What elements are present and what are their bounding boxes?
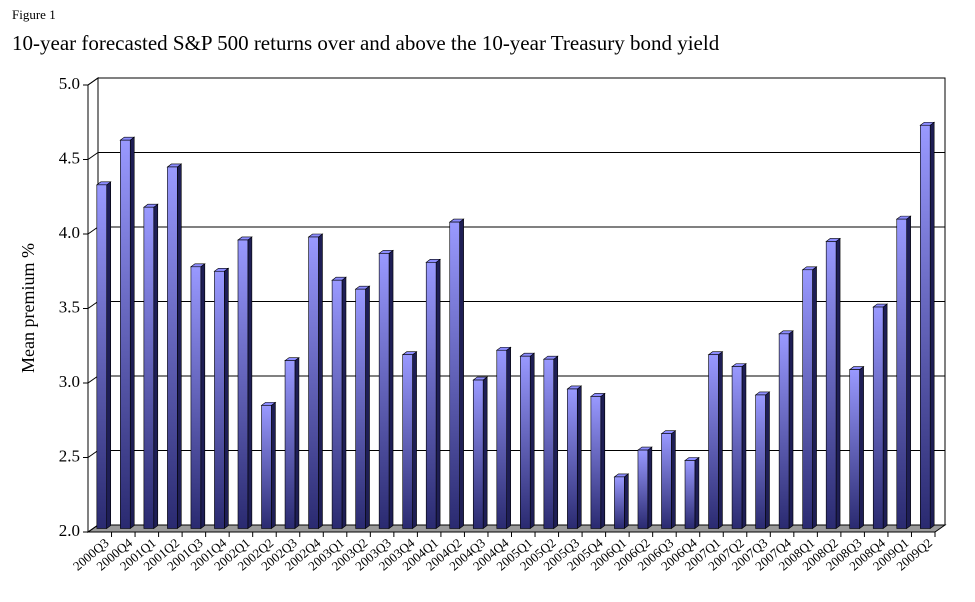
grid-line-side	[87, 77, 99, 86]
bar-side	[529, 352, 535, 530]
y-tick-label: 3.5	[59, 297, 80, 316]
bar-side	[600, 392, 606, 530]
y-tick-label: 4.5	[59, 148, 80, 167]
bar	[308, 236, 319, 529]
bar-side	[365, 285, 370, 530]
bar-side	[788, 330, 794, 530]
bar	[802, 269, 813, 529]
bar	[661, 433, 672, 529]
bar	[825, 241, 837, 529]
bar	[120, 139, 131, 529]
bar	[567, 388, 578, 529]
bar	[355, 288, 366, 529]
bar-side	[435, 258, 441, 530]
bar	[590, 396, 602, 529]
bar	[143, 206, 155, 529]
bar	[896, 218, 907, 529]
bar-side	[718, 351, 723, 530]
bar-side	[506, 346, 511, 530]
bar-side	[318, 233, 323, 530]
bar	[284, 360, 296, 529]
y-tick-label: 2.5	[59, 446, 80, 465]
y-tick-label: 3.0	[59, 372, 80, 391]
bar	[214, 270, 225, 529]
bar-side	[765, 391, 770, 530]
bar-side	[647, 446, 653, 530]
bar	[731, 366, 743, 529]
bar-side	[553, 355, 559, 530]
bar	[849, 369, 860, 529]
y-tick-label: 5.0	[59, 74, 80, 93]
bar-side	[741, 363, 747, 530]
bar-side	[247, 236, 253, 530]
bar-side	[882, 303, 888, 530]
bar-side	[153, 203, 159, 530]
bar	[778, 333, 790, 529]
chart-title: 10-year forecasted S&P 500 returns over …	[12, 31, 720, 55]
bar	[190, 266, 202, 529]
bar	[637, 449, 649, 529]
bar	[449, 221, 460, 529]
figure-label: Figure 1	[12, 7, 56, 22]
bar	[684, 460, 696, 529]
bar-side	[624, 473, 629, 530]
y-tick-label: 2.0	[59, 521, 80, 540]
bar	[96, 184, 108, 529]
grid-line-side	[87, 301, 99, 309]
bar-side	[859, 366, 864, 530]
bar-side	[200, 263, 206, 530]
bar-side	[576, 385, 582, 530]
bar-side	[294, 357, 300, 530]
bar-side	[482, 376, 488, 530]
bar	[472, 379, 484, 529]
grid-line-side	[87, 450, 99, 458]
grid-line-side	[87, 226, 99, 235]
y-axis-label: Mean premium %	[18, 243, 38, 373]
bar	[872, 306, 884, 529]
bar-side	[835, 237, 841, 530]
bar-side	[694, 456, 700, 530]
bar-side	[106, 181, 112, 530]
bar-side	[812, 266, 817, 530]
bar-side	[341, 276, 347, 530]
grid-line-side	[87, 375, 99, 384]
bar	[919, 124, 931, 529]
bar	[167, 166, 178, 529]
bar	[261, 405, 272, 529]
bar-side	[388, 249, 394, 530]
bar	[543, 358, 555, 529]
bar-side	[224, 267, 229, 530]
bar-side	[129, 136, 135, 530]
bar-side	[906, 215, 911, 530]
bar	[755, 394, 766, 529]
bar	[496, 349, 507, 529]
bar	[520, 355, 531, 529]
bar	[331, 279, 343, 529]
grid-line-side	[87, 524, 99, 533]
bar-side	[671, 430, 676, 530]
bar-side	[271, 401, 276, 530]
bar	[402, 354, 413, 529]
bar-side	[459, 218, 464, 530]
y-tick-label: 4.0	[59, 223, 80, 242]
bar	[425, 262, 437, 529]
bar-side	[176, 163, 182, 530]
bar	[708, 354, 719, 529]
bar-side	[412, 351, 417, 530]
bar	[614, 476, 625, 529]
bar	[237, 239, 249, 529]
grid-line-side	[87, 152, 99, 160]
bar	[378, 253, 390, 529]
bar-side	[929, 121, 935, 530]
